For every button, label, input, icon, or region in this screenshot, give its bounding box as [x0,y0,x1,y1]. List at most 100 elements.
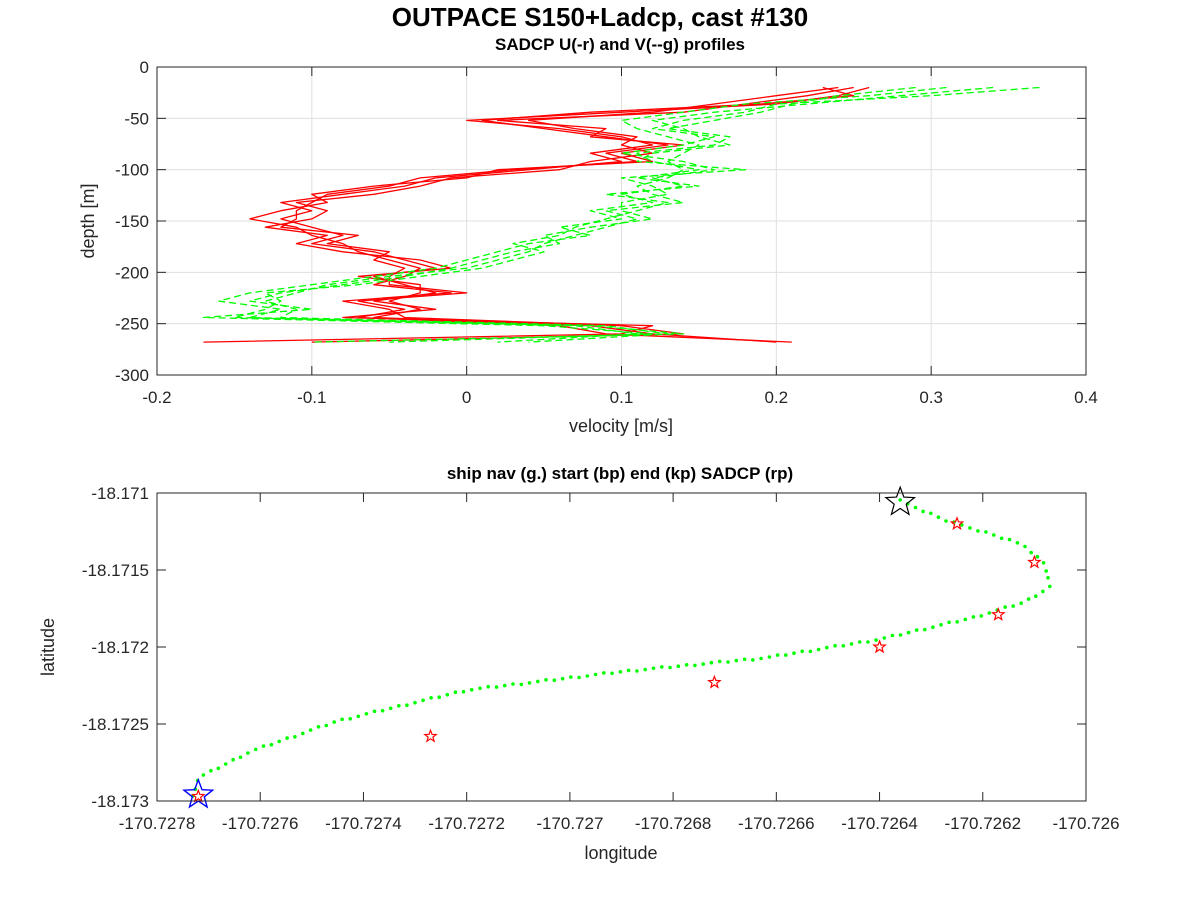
nav-point [651,666,656,671]
nav-point [701,662,705,666]
nav-point [976,529,980,533]
nav-point [301,731,305,736]
nav-point [618,670,623,674]
velocity-x-tick-label: 0.4 [1074,388,1098,407]
nav-point [921,509,925,514]
nav-point [437,695,442,699]
sadcp-marker [872,639,887,654]
nav-x-tick-label: -170.7276 [222,814,299,833]
nav-point [261,744,266,748]
u-profile-line [280,86,855,343]
depth-y-label: depth [m] [78,183,98,258]
nav-point [231,757,235,762]
nav-point [527,681,532,685]
nav-point [960,523,964,527]
nav-point [421,698,425,703]
sadcp-marker [1027,554,1042,569]
nav-x-tick-label: -170.7268 [635,814,712,833]
nav-point [277,739,282,744]
nav-point [461,689,466,694]
nav-point [569,675,573,679]
nav-point [397,704,401,708]
nav-point [332,720,337,724]
nav-point [602,671,606,675]
nav-point [816,647,821,652]
nav-point [971,615,976,619]
figure-suptitle: OUTPACE S150+Ladcp, cast #130 [391,2,809,32]
nav-point [984,530,988,534]
nav-point [1015,541,1020,545]
nav-point [1041,561,1046,565]
nav-point [445,692,450,697]
nav-point [253,747,258,752]
nav-point [849,642,854,646]
nav-point [800,649,804,654]
u-profile-line [203,86,870,343]
nav-point [552,678,557,682]
nav-point [453,690,458,694]
nav-point [955,620,959,624]
ship-nav-axes: -170.7278 -170.7276 -170.7274 -170.7272 -170… [38,484,1120,863]
nav-point [413,700,417,705]
nav-point [898,498,902,502]
nav-y-tick-label: -18.171 [91,484,149,503]
nav-point [269,742,274,747]
start-marker [182,777,215,809]
nav-point [914,628,919,632]
nav-point [536,679,540,684]
nav-point [717,659,722,664]
nav-point [968,526,972,530]
velocity-x-label: velocity [m/s] [569,416,673,436]
nav-x-tick-label: -170.7264 [841,814,918,833]
nav-point [308,728,313,732]
nav-point [238,755,243,760]
nav-point [223,762,228,766]
nav-point [947,620,951,625]
nav-point [511,682,515,686]
nav-point [929,511,933,516]
velocity-x-tick-label: -0.1 [297,388,326,407]
nav-x-tick-label: -170.7274 [325,814,402,833]
velocity-y-tick-label: -50 [124,109,149,128]
velocity-x-tick-label: 0.2 [765,388,789,407]
nav-point [246,751,250,755]
nav-point [1048,584,1052,589]
sadcp-marker [990,606,1006,621]
nav-point [560,676,565,681]
nav-point [635,669,639,673]
velocity-y-tick-label: 0 [140,58,149,77]
nav-point [1007,537,1012,542]
sadcp-marker [191,788,206,803]
nav-point [931,625,935,629]
nav-point [751,658,755,662]
nav-point [963,617,968,622]
v-profile-line [264,86,947,343]
velocity-y-tick-label: -200 [115,263,149,282]
nav-point [898,633,903,637]
nav-point [1011,604,1015,608]
nav-point [1029,550,1033,555]
nav-point [944,519,948,523]
nav-point [808,649,813,654]
nav-x-tick-label: -170.727 [536,814,603,833]
nav-point [1035,554,1040,559]
nav-point [1034,594,1038,598]
velocity-x-tick-label: -0.2 [142,388,171,407]
nav-point [201,773,206,777]
velocity-x-tick-label: 0.3 [919,388,943,407]
nav-point [833,643,837,648]
nav-axes-box [156,492,1087,802]
nav-point [405,703,409,707]
sadcp-marker [423,728,438,743]
nav-point [866,640,870,644]
nav-y-tick-label: -18.1715 [82,561,149,580]
nav-point [684,663,689,667]
nav-point [992,533,996,537]
nav-point [1041,589,1045,594]
nav-point [660,665,664,669]
nav-point [857,640,862,644]
top-plot-title: SADCP U(-r) and V(--g) profiles [495,35,745,54]
nav-point [742,657,747,662]
nav-point [767,655,772,659]
bottom-plot-title: ship nav (g.) start (bp) end (kp) SADCP … [446,464,794,483]
